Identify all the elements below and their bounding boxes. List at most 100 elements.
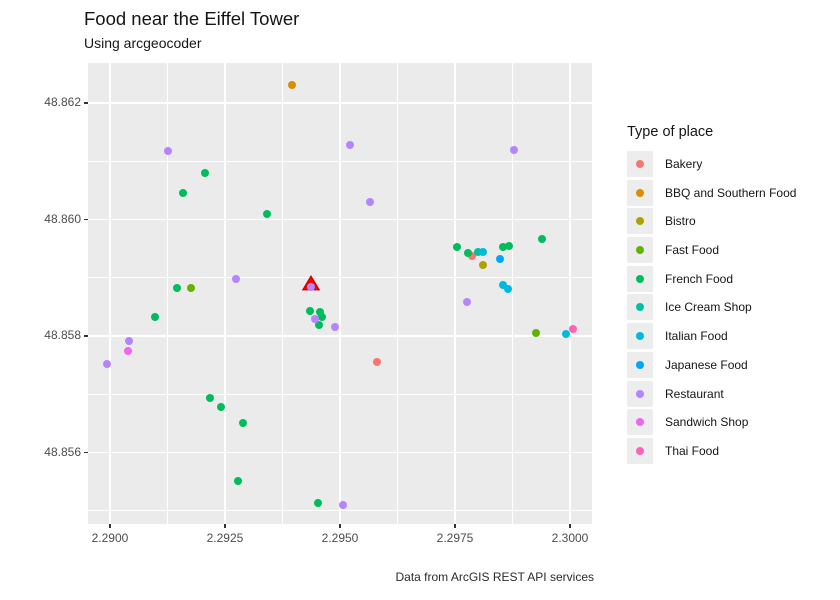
x-minor-gridline (512, 63, 513, 524)
x-tick-mark (569, 524, 571, 528)
y-major-gridline (88, 102, 592, 104)
legend-item-label: Italian Food (665, 329, 728, 344)
legend-key-bistro (627, 208, 653, 235)
x-major-gridline (224, 63, 226, 524)
x-tick-label: 2.2925 (206, 531, 244, 545)
point-bistro (479, 260, 488, 269)
x-minor-gridline (397, 63, 398, 524)
legend-item-label: Sandwich Shop (665, 415, 749, 430)
point-japanese-food (496, 255, 505, 264)
legend-item-label: BBQ and Southern Food (665, 185, 797, 200)
legend-key-italian-food (627, 323, 653, 350)
point-restaurant (102, 359, 111, 368)
point-french-food (504, 241, 513, 250)
x-tick-mark (339, 524, 341, 528)
legend-dot-icon (636, 188, 644, 197)
x-major-gridline (569, 63, 571, 524)
point-french-food (306, 306, 315, 315)
legend-key-bakery (627, 151, 653, 177)
y-tick-mark (84, 102, 88, 104)
point-french-food (452, 242, 461, 251)
legend-item-fast-food: Fast Food (627, 237, 840, 264)
legend-item-ice-cream-shop: Ice Cream Shop (627, 294, 840, 321)
y-tick-mark (84, 218, 88, 221)
legend: Type of place Bakery BBQ and Southern Foo… (627, 124, 840, 467)
point-ice-cream-shop (474, 248, 482, 257)
plot-title: Food near the Eiffel Tower (84, 8, 300, 29)
y-tick-label: 48.856 (44, 444, 81, 459)
legend-key-fast-food (627, 237, 653, 264)
legend-key-thai-food (627, 437, 653, 464)
point-bakery (468, 252, 477, 261)
point-italian-food (479, 248, 488, 257)
point-french-food (318, 312, 327, 321)
point-fast-food (531, 329, 540, 338)
legend-dot-icon (636, 332, 644, 341)
legend-item-bistro: Bistro (627, 208, 840, 235)
point-restaurant (365, 198, 374, 207)
point-french-food (173, 284, 182, 293)
legend-dot-icon (636, 446, 644, 455)
point-french-food (151, 312, 160, 321)
point-restaurant (339, 500, 348, 509)
plot-caption: Data from ArcGIS REST API services (395, 570, 594, 584)
y-tick-label: 48.860 (44, 211, 81, 226)
y-major-gridline (88, 218, 592, 221)
point-restaurant (462, 298, 471, 307)
x-tick-label: 2.2950 (321, 531, 359, 545)
legend-dot-icon (636, 303, 644, 312)
point-sandwich-shop (123, 347, 132, 356)
point-fast-food (186, 284, 195, 293)
legend-key-restaurant (627, 380, 653, 407)
legend-item-label: Restaurant (665, 386, 724, 401)
point-bbq-and-southern-food (288, 80, 297, 89)
point-restaurant (163, 146, 172, 155)
legend-item-japanese-food: Japanese Food (627, 351, 840, 378)
x-tick-mark (224, 524, 226, 528)
point-french-food (262, 210, 271, 219)
legend-item-sandwich-shop: Sandwich Shop (627, 409, 840, 436)
point-french-food (233, 477, 242, 486)
point-french-food (201, 168, 210, 177)
point-bakery (372, 358, 381, 367)
x-major-gridline (339, 63, 341, 524)
legend-key-japanese-food (627, 351, 653, 378)
y-major-gridline (88, 335, 592, 337)
legend-item-label: Thai Food (665, 443, 720, 458)
x-tick-mark (454, 524, 456, 528)
point-italian-food (498, 280, 507, 289)
y-major-gridline (88, 451, 592, 454)
legend-item-italian-food: Italian Food (627, 323, 840, 350)
point-restaurant (232, 274, 241, 283)
x-tick-label: 2.3000 (551, 531, 589, 545)
legend-dot-icon (636, 274, 644, 283)
legend-title: Type of place (627, 124, 714, 140)
legend-dot-icon (636, 389, 644, 398)
point-french-food (463, 249, 472, 258)
legend-item-bbq-and-southern-food: BBQ and Southern Food (627, 179, 840, 206)
x-major-gridline (454, 63, 456, 524)
legend-key-sandwich-shop (627, 409, 653, 436)
point-italian-food (561, 330, 570, 339)
plot-subtitle: Using arcgeocoder (84, 35, 202, 51)
plot-panel (88, 63, 592, 524)
point-french-food (216, 403, 225, 412)
legend-key-bbq-and-southern-food (627, 179, 653, 206)
point-french-food (238, 418, 247, 427)
legend-item-label: Japanese Food (665, 357, 748, 372)
y-tick-label: 48.862 (44, 95, 81, 110)
x-tick-label: 2.2900 (91, 531, 129, 545)
legend-item-restaurant: Restaurant (627, 380, 840, 407)
legend-dot-icon (636, 360, 644, 369)
y-tick-mark (84, 451, 88, 454)
legend-key-ice-cream-shop (627, 294, 653, 321)
legend-item-label: Fast Food (665, 243, 720, 258)
point-french-food (537, 234, 546, 243)
legend-dot-icon (636, 418, 644, 427)
y-tick-mark (84, 335, 88, 337)
point-restaurant (311, 315, 320, 324)
legend-dot-icon (636, 217, 644, 226)
legend-key-french-food (627, 265, 653, 292)
legend-item-label: Bakery (665, 157, 703, 171)
